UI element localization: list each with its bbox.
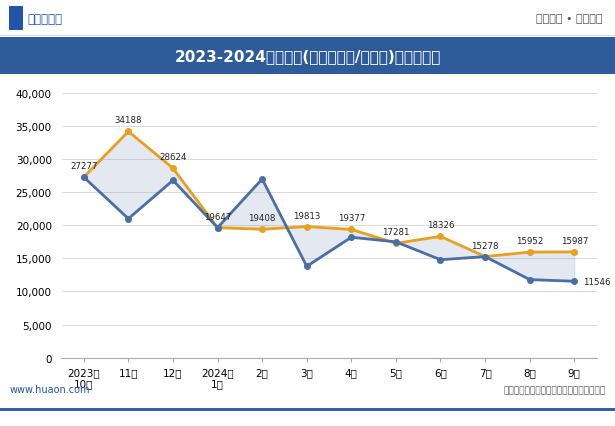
Text: 19647: 19647: [204, 212, 231, 221]
进口总额（万美元）: [169, 178, 177, 184]
Text: 11546: 11546: [582, 277, 610, 286]
进口总额（万美元）: [571, 279, 578, 284]
Text: www.huaon.com: www.huaon.com: [9, 384, 90, 394]
出口总额（万美元）: [347, 227, 355, 233]
Text: 15278: 15278: [471, 241, 499, 250]
进口总额（万美元）: [125, 216, 132, 222]
进口总额（万美元）: [347, 235, 355, 240]
进口总额（万美元）: [303, 264, 311, 269]
出口总额（万美元）: [392, 241, 400, 246]
Text: 27277: 27277: [70, 162, 98, 171]
Text: 18326: 18326: [427, 221, 454, 230]
出口总额（万美元）: [80, 175, 87, 180]
出口总额（万美元）: [526, 250, 533, 255]
Text: 28624: 28624: [159, 153, 187, 162]
出口总额（万美元）: [303, 225, 311, 230]
出口总额（万美元）: [258, 227, 266, 232]
Text: 19377: 19377: [338, 214, 365, 223]
Text: 15987: 15987: [560, 236, 588, 245]
Line: 进口总额（万美元）: 进口总额（万美元）: [81, 175, 577, 285]
进口总额（万美元）: [214, 225, 221, 230]
出口总额（万美元）: [437, 234, 444, 239]
进口总额（万美元）: [80, 175, 87, 180]
出口总额（万美元）: [482, 254, 489, 259]
Text: 专业严谨 • 客观科学: 专业严谨 • 客观科学: [536, 14, 603, 24]
进口总额（万美元）: [437, 258, 444, 263]
出口总额（万美元）: [214, 225, 221, 230]
Text: 15952: 15952: [516, 236, 544, 245]
Text: 19813: 19813: [293, 211, 320, 220]
出口总额（万美元）: [169, 166, 177, 171]
Text: 2023-2024年新余市(境内目的地/货源地)进、出口额: 2023-2024年新余市(境内目的地/货源地)进、出口额: [174, 49, 441, 64]
Text: 华经情报网: 华经情报网: [28, 13, 63, 26]
Line: 出口总额（万美元）: 出口总额（万美元）: [81, 130, 577, 260]
Text: 34188: 34188: [114, 116, 142, 125]
Legend: 出口总额（万美元）, 进口总额（万美元）: 出口总额（万美元）, 进口总额（万美元）: [218, 41, 430, 60]
进口总额（万美元）: [392, 240, 400, 245]
进口总额（万美元）: [482, 254, 489, 259]
Text: 数据来源：中国海关；华经产业研究院整理: 数据来源：中国海关；华经产业研究院整理: [504, 385, 606, 394]
进口总额（万美元）: [526, 277, 533, 282]
Text: 17281: 17281: [382, 228, 410, 237]
出口总额（万美元）: [125, 130, 132, 135]
出口总额（万美元）: [571, 250, 578, 255]
Text: 19408: 19408: [248, 214, 276, 223]
进口总额（万美元）: [258, 177, 266, 182]
